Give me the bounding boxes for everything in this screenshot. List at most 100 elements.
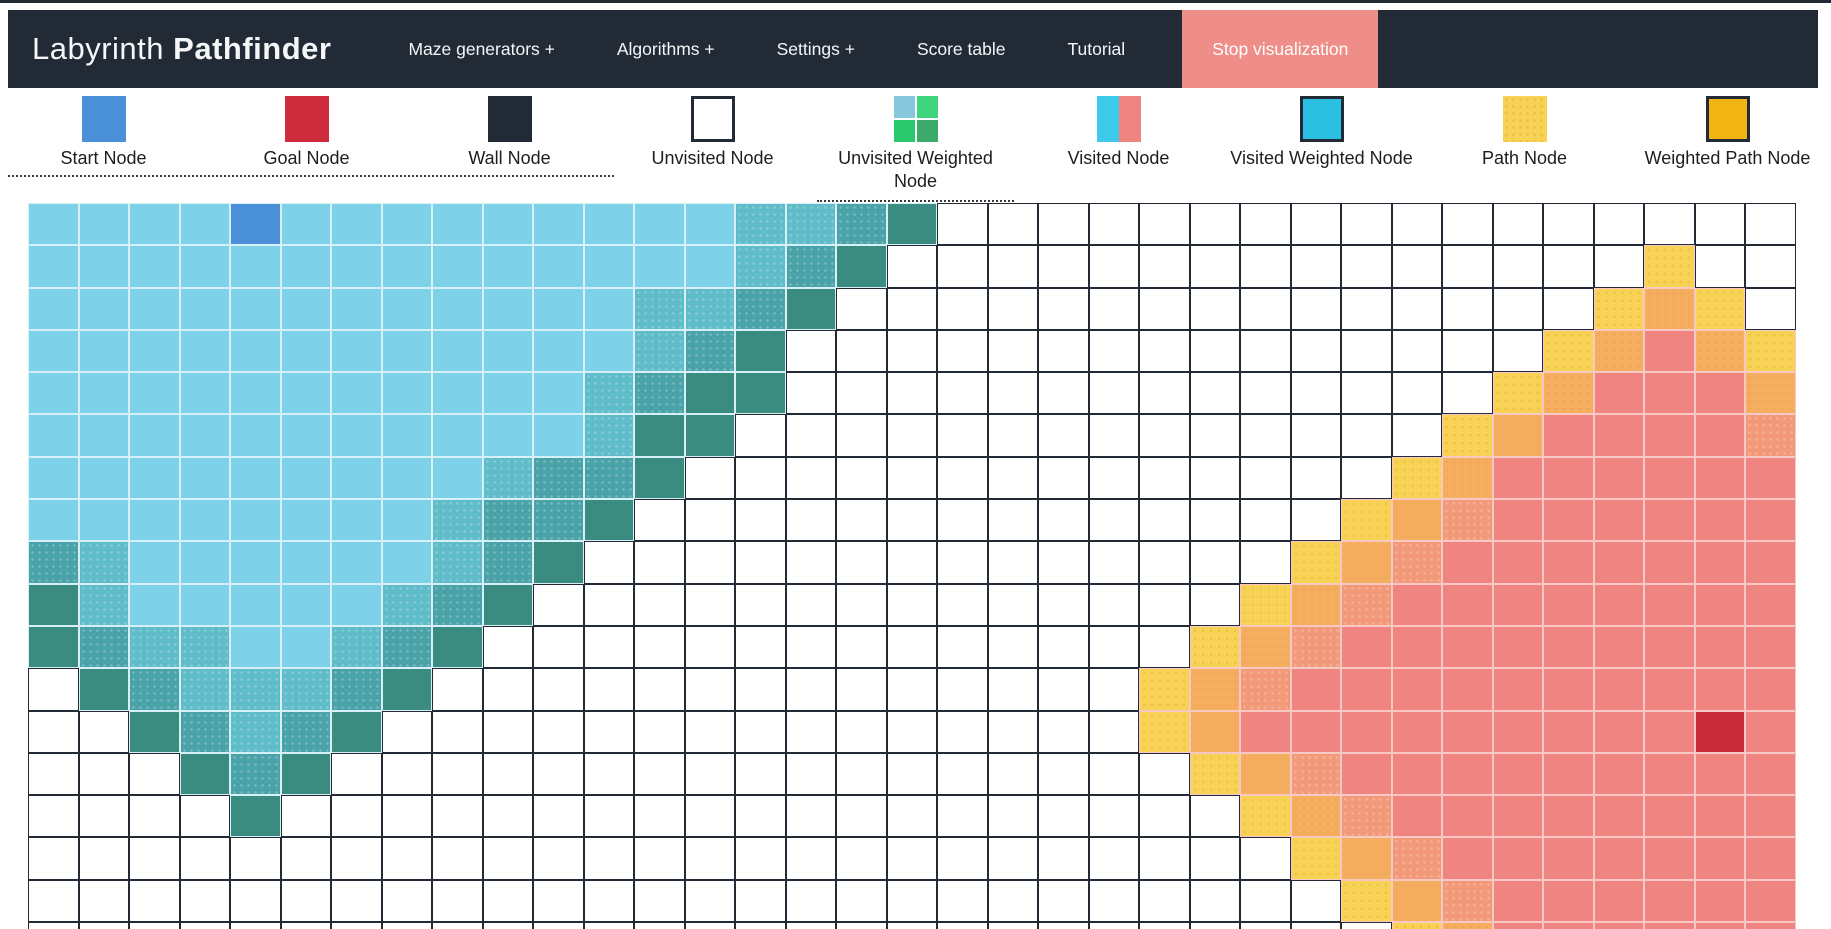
grid-cell[interactable] <box>280 287 331 330</box>
grid-cell[interactable] <box>1290 879 1341 923</box>
grid-cell[interactable] <box>987 414 1038 457</box>
grid-cell[interactable] <box>1593 456 1644 500</box>
grid-cell[interactable] <box>1290 922 1341 929</box>
grid-cell[interactable] <box>1139 329 1190 373</box>
grid-cell[interactable] <box>836 245 887 288</box>
grid-cell[interactable] <box>1038 414 1089 457</box>
grid-cell[interactable] <box>836 583 887 626</box>
grid-cell[interactable] <box>230 499 281 542</box>
grid-cell[interactable] <box>280 879 331 923</box>
grid-cell[interactable] <box>1139 583 1190 626</box>
grid-cell[interactable] <box>785 372 836 415</box>
grid-cell[interactable] <box>129 625 180 669</box>
grid-cell[interactable] <box>987 499 1038 542</box>
grid-cell[interactable] <box>1189 245 1240 288</box>
grid-cell[interactable] <box>1745 625 1796 669</box>
grid-cell[interactable] <box>1139 837 1190 880</box>
grid-cell[interactable] <box>1745 795 1796 838</box>
grid-cell[interactable] <box>482 583 533 626</box>
grid-cell[interactable] <box>785 837 836 880</box>
grid-cell[interactable] <box>533 668 584 711</box>
grid-cell[interactable] <box>28 456 79 500</box>
grid-cell[interactable] <box>129 499 180 542</box>
grid-cell[interactable] <box>1240 541 1291 584</box>
grid-cell[interactable] <box>684 583 735 626</box>
grid-cell[interactable] <box>684 922 735 929</box>
grid-cell[interactable] <box>1139 541 1190 584</box>
grid-cell[interactable] <box>1442 287 1493 330</box>
grid-cell[interactable] <box>583 795 634 838</box>
grid-cell[interactable] <box>432 245 483 288</box>
grid-cell[interactable] <box>886 583 937 626</box>
grid-cell[interactable] <box>1240 922 1291 929</box>
grid-cell[interactable] <box>1442 372 1493 415</box>
grid-cell[interactable] <box>836 541 887 584</box>
grid-cell[interactable] <box>129 668 180 711</box>
grid-cell[interactable] <box>1492 710 1543 753</box>
grid-cell[interactable] <box>735 879 786 923</box>
grid-cell[interactable] <box>1745 499 1796 542</box>
grid-cell[interactable] <box>533 287 584 330</box>
grid-cell[interactable] <box>583 287 634 330</box>
grid-cell[interactable] <box>634 922 685 929</box>
grid-cell[interactable] <box>1391 625 1442 669</box>
grid-cell[interactable] <box>1139 414 1190 457</box>
grid-cell[interactable] <box>1694 203 1745 246</box>
grid-cell[interactable] <box>230 752 281 796</box>
grid-cell[interactable] <box>179 583 230 626</box>
grid-cell[interactable] <box>331 329 382 373</box>
grid-cell[interactable] <box>179 752 230 796</box>
grid-cell[interactable] <box>1189 922 1240 929</box>
grid-cell[interactable] <box>1038 752 1089 796</box>
grid-cell[interactable] <box>331 668 382 711</box>
grid-cell[interactable] <box>735 329 786 373</box>
grid-cell[interactable] <box>1593 795 1644 838</box>
grid-cell[interactable] <box>1543 879 1594 923</box>
grid-cell[interactable] <box>1341 456 1392 500</box>
grid-cell[interactable] <box>1088 414 1139 457</box>
grid-cell[interactable] <box>1189 456 1240 500</box>
grid-cell[interactable] <box>1391 499 1442 542</box>
grid-cell[interactable] <box>1290 710 1341 753</box>
grid-cell[interactable] <box>1139 456 1190 500</box>
grid-cell[interactable] <box>1240 245 1291 288</box>
grid-cell[interactable] <box>331 583 382 626</box>
grid-cell[interactable] <box>886 837 937 880</box>
grid-cell[interactable] <box>482 668 533 711</box>
grid-cell[interactable] <box>583 710 634 753</box>
start-node[interactable] <box>230 203 281 246</box>
grid-cell[interactable] <box>533 203 584 246</box>
grid-cell[interactable] <box>381 541 432 584</box>
grid-cell[interactable] <box>1694 795 1745 838</box>
grid-cell[interactable] <box>482 499 533 542</box>
grid-cell[interactable] <box>987 795 1038 838</box>
grid-cell[interactable] <box>937 625 988 669</box>
grid-cell[interactable] <box>987 668 1038 711</box>
grid-cell[interactable] <box>1189 414 1240 457</box>
grid-cell[interactable] <box>533 372 584 415</box>
grid-cell[interactable] <box>1694 499 1745 542</box>
grid-cell[interactable] <box>179 879 230 923</box>
grid-cell[interactable] <box>634 329 685 373</box>
grid-cell[interactable] <box>735 372 786 415</box>
grid-cell[interactable] <box>886 625 937 669</box>
grid-cell[interactable] <box>1038 203 1089 246</box>
grid-cell[interactable] <box>179 203 230 246</box>
grid-cell[interactable] <box>1088 710 1139 753</box>
grid-cell[interactable] <box>78 837 129 880</box>
grid-cell[interactable] <box>280 499 331 542</box>
grid-cell[interactable] <box>432 625 483 669</box>
grid-cell[interactable] <box>684 245 735 288</box>
grid-cell[interactable] <box>129 583 180 626</box>
grid-cell[interactable] <box>280 245 331 288</box>
grid-cell[interactable] <box>1290 287 1341 330</box>
grid-cell[interactable] <box>482 752 533 796</box>
grid-cell[interactable] <box>432 329 483 373</box>
grid-cell[interactable] <box>1644 456 1695 500</box>
grid-cell[interactable] <box>634 583 685 626</box>
grid-cell[interactable] <box>1492 203 1543 246</box>
grid-cell[interactable] <box>1391 795 1442 838</box>
grid-cell[interactable] <box>1593 287 1644 330</box>
grid-cell[interactable] <box>230 456 281 500</box>
grid-cell[interactable] <box>987 203 1038 246</box>
